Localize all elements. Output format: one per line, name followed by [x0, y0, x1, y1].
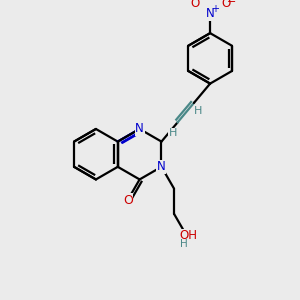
Text: N: N [135, 122, 144, 136]
Text: OH: OH [179, 229, 197, 242]
Text: O: O [221, 0, 230, 10]
Text: H: H [169, 128, 177, 138]
Text: H: H [194, 106, 202, 116]
Text: H: H [180, 239, 188, 249]
Text: N: N [157, 160, 166, 173]
Text: O: O [190, 0, 199, 10]
Text: +: + [211, 4, 219, 14]
Text: −: − [226, 0, 236, 7]
Text: O: O [123, 194, 133, 207]
Text: N: N [206, 7, 214, 20]
